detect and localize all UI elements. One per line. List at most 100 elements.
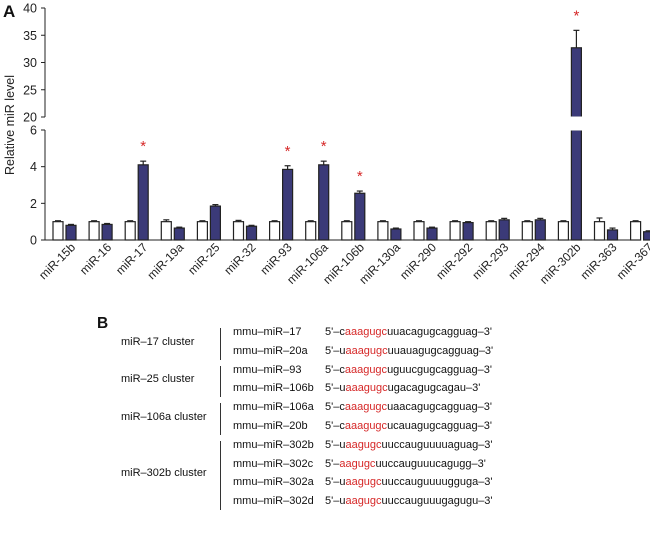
mirna-sequence: 5'–caaagugcuguucgugcagguag–3' xyxy=(325,364,492,376)
bar-treatment-group xyxy=(462,221,474,241)
bar-control xyxy=(160,221,172,241)
mirna-sequence: 5'–uaaagugcugacagugcagau–3' xyxy=(325,382,480,394)
y-tick-label: 20 xyxy=(23,111,37,125)
seed-sequence: aagugc xyxy=(345,438,382,451)
bar-control xyxy=(232,221,245,241)
bar-treatment-group xyxy=(318,160,330,241)
seed-sequence: aagugc xyxy=(345,495,382,508)
bar-treatment xyxy=(462,221,474,241)
bar-treatment-group xyxy=(390,227,402,241)
sequence-prefix: 5'–u xyxy=(325,344,346,357)
bar-control-group xyxy=(88,220,100,241)
y-tick-label: 40 xyxy=(23,2,37,16)
bar-control xyxy=(557,221,570,241)
seed-sequence: aaagugc xyxy=(344,401,388,414)
mirna-name: mmu–miR–106b xyxy=(233,382,314,395)
bar-treatment xyxy=(426,227,438,241)
mirna-name: mmu–miR–302b xyxy=(233,438,314,451)
panel-b-label: B xyxy=(97,315,109,332)
bar-treatment-group xyxy=(137,160,149,241)
bar-control-group xyxy=(269,220,281,241)
bar-control-group xyxy=(449,220,461,241)
bar-treatment xyxy=(101,223,113,241)
bar-treatment xyxy=(570,129,583,241)
bar-control-group xyxy=(52,220,64,241)
bar-treatment-group xyxy=(245,224,258,241)
significance-stars: * * * * * xyxy=(140,7,579,185)
sequence-suffix: uuccauguuucagugg–3' xyxy=(375,457,486,470)
cluster-name: miR–302b cluster xyxy=(121,467,207,480)
bar-control-group xyxy=(593,217,606,241)
cluster-name: miR–17 cluster xyxy=(121,335,195,348)
sequence-prefix: 5'–u xyxy=(325,495,346,508)
seed-sequence: aagugc xyxy=(345,476,382,489)
bar-treatment xyxy=(354,192,366,241)
category-label: miR-292 xyxy=(433,240,475,282)
cluster-bracket-line xyxy=(220,403,221,435)
category-label: miR-293 xyxy=(469,240,511,282)
category-labels: miR-15bmiR-16miR-17miR-19amiR-25miR-32mi… xyxy=(36,240,650,287)
bar-control-group xyxy=(341,220,353,241)
bar-treatment-group xyxy=(354,190,366,241)
mirna-sequence: 5'–uaagugcuuccauguuuuaguag–3' xyxy=(325,439,493,451)
bar-control xyxy=(521,221,533,241)
mirna-name: mmu–miR–106a xyxy=(233,401,314,414)
sequence-prefix: 5'–c xyxy=(325,420,345,432)
bar-control-group xyxy=(629,220,642,241)
y-tick-label: 2 xyxy=(30,197,37,211)
cluster-bracket-line xyxy=(220,328,221,360)
bar-treatment-group xyxy=(209,204,221,241)
bar-control-group xyxy=(377,220,389,241)
bar-control xyxy=(413,221,425,241)
sequence-suffix: uaacagugcagguag–3' xyxy=(387,401,492,414)
y-tick-label: 4 xyxy=(30,160,37,174)
category-label: miR-290 xyxy=(397,240,439,282)
bar-control-group xyxy=(305,220,317,241)
sequence-prefix: 5'– xyxy=(325,457,340,470)
seed-sequence: aaagugc xyxy=(345,344,388,357)
cluster-bracket-line xyxy=(220,365,221,398)
sequence-suffix: uuccauguuuuaguag–3' xyxy=(381,438,493,451)
bar-control xyxy=(485,221,497,241)
bar-treatment-group xyxy=(282,165,294,241)
mirna-name: mmu–miR–20b xyxy=(233,420,308,432)
seed-sequence: aaagugc xyxy=(344,363,388,376)
bar-treatment xyxy=(65,224,77,241)
bar-treatment-group xyxy=(642,230,650,241)
mirna-sequence: 5'–uaagugcuuccauguuugagugu–3' xyxy=(325,495,493,507)
bar-control xyxy=(52,221,64,241)
cluster-name: miR–106a cluster xyxy=(121,411,207,423)
bar-control xyxy=(305,221,317,241)
bar-control-group xyxy=(485,220,497,241)
sequence-prefix: 5'–u xyxy=(325,382,346,395)
category-label: miR-25 xyxy=(185,240,222,277)
bar-control xyxy=(196,221,208,241)
sequence-suffix: uuacagugcagguag–3' xyxy=(387,326,492,338)
bar-treatment-group xyxy=(606,227,619,241)
bar-control-group xyxy=(196,220,208,241)
bar-treatment xyxy=(245,225,258,241)
sequence-suffix: uuauagugcagguag–3' xyxy=(387,344,494,357)
bar-treatment xyxy=(642,231,650,241)
cluster-bracket-line xyxy=(220,440,221,510)
category-label: miR-363 xyxy=(578,240,620,282)
bar-control-group xyxy=(413,220,425,241)
bar-control xyxy=(341,221,353,241)
bar-treatment-group xyxy=(570,29,583,241)
sequence-prefix: 5'–u xyxy=(325,476,346,489)
sequence-prefix: 5'–c xyxy=(325,363,345,376)
sequence-suffix: ucauagugcagguag–3' xyxy=(387,420,492,432)
bar-control xyxy=(593,221,606,241)
y-tick-label: 30 xyxy=(23,56,37,70)
mirna-name: mmu–miR–20a xyxy=(233,344,308,357)
axes: 0 2 4 620 25 30 35 40 xyxy=(23,2,640,248)
mirna-sequence: 5'–caaagugcuaacagugcagguag–3' xyxy=(325,401,492,413)
bar-treatment xyxy=(318,164,330,241)
category-label: miR-367 xyxy=(614,240,650,282)
y-tick-label: 0 xyxy=(30,234,37,248)
bar-treatment-group xyxy=(101,222,113,241)
mirna-name: mmu–miR–302d xyxy=(233,495,314,508)
bar-treatment-group xyxy=(173,226,185,241)
bar-treatment xyxy=(173,227,185,241)
